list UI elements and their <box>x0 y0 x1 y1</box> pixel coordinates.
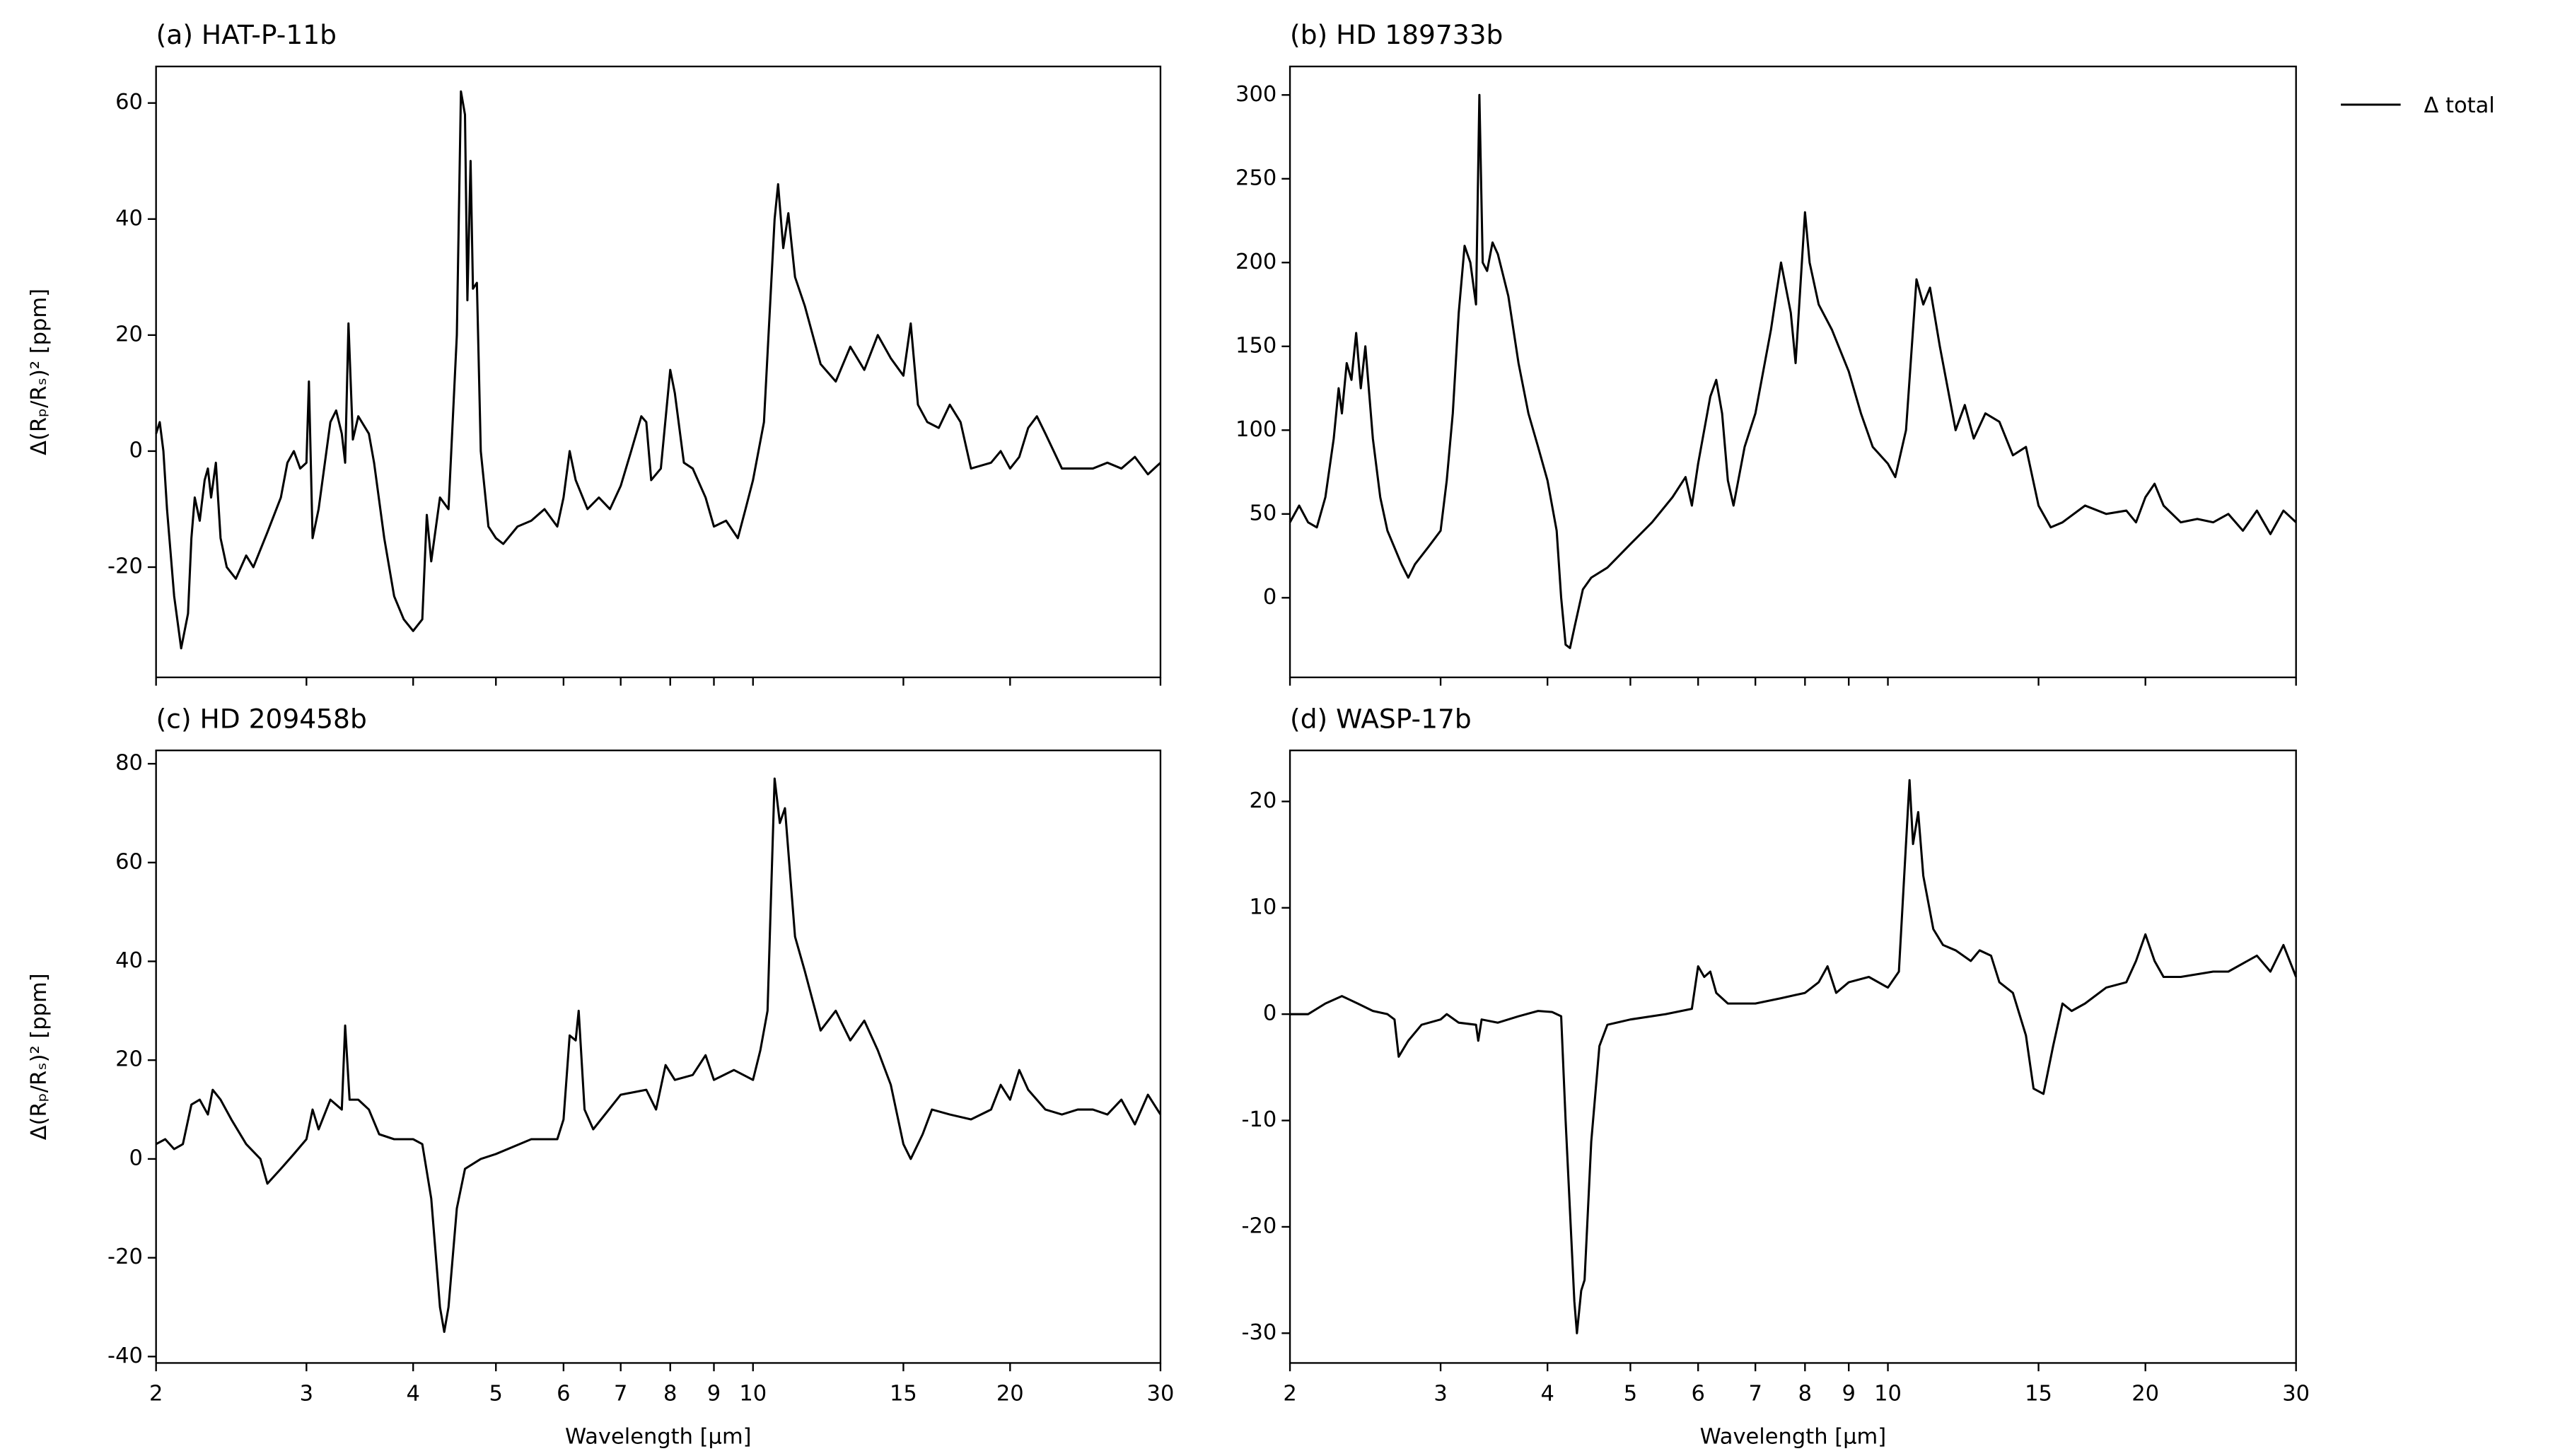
x-tick-label: 7 <box>1748 1382 1762 1407</box>
subplot-title: (b) HD 189733b <box>1290 19 1503 50</box>
x-tick-label: 5 <box>1624 1382 1637 1407</box>
x-tick-label: 4 <box>407 1382 420 1407</box>
y-tick-label: -40 <box>107 1344 143 1368</box>
y-tick-label: 150 <box>1235 333 1276 358</box>
y-tick-label: 40 <box>115 948 143 973</box>
x-tick-label: 20 <box>996 1382 1024 1407</box>
y-tick-label: 20 <box>115 322 143 346</box>
x-tick-label: 6 <box>557 1382 570 1407</box>
data-line <box>1289 93 2297 649</box>
x-tick-label: 7 <box>614 1382 627 1407</box>
y-tick-label: 10 <box>1249 895 1276 919</box>
x-tick-label: 9 <box>707 1382 721 1407</box>
y-tick-label: 300 <box>1235 82 1276 107</box>
x-axis-label: Wavelength [μm] <box>565 1425 752 1450</box>
x-axis-label: Wavelength [μm] <box>1700 1425 1887 1450</box>
data-line <box>155 777 1162 1333</box>
y-axis-label: Δ(Rₚ/Rₛ)² [ppm] <box>27 289 52 455</box>
x-tick-label: 9 <box>1842 1382 1856 1407</box>
subplot-title: (d) WASP-17b <box>1290 703 1472 734</box>
y-tick-label: 0 <box>129 438 142 462</box>
subplot: (d) WASP-17b -30 -20 -10 0 10 20 2 3 4 5 6 7 8 9 10 15 20… <box>1241 703 2310 1449</box>
axes-frame <box>155 65 1162 679</box>
x-tick-label: 4 <box>1540 1382 1554 1407</box>
y-tick-label: 0 <box>129 1146 142 1170</box>
subplot-title: (a) HAT-P-11b <box>156 19 337 50</box>
y-tick-label: 250 <box>1235 165 1276 190</box>
y-tick-label: 20 <box>1249 788 1276 813</box>
x-tick-label: 20 <box>2131 1382 2159 1407</box>
y-axis-label: Δ(Rₚ/Rₛ)² [ppm] <box>27 973 52 1140</box>
x-tick-label: 3 <box>1433 1382 1447 1407</box>
y-tick-label: -10 <box>1241 1107 1276 1132</box>
axes-frame <box>155 750 1162 1364</box>
y-tick-label: 60 <box>115 849 143 874</box>
y-tick-label: 80 <box>115 751 143 776</box>
axes-frame <box>1289 750 2297 1364</box>
x-tick-label: 8 <box>1798 1382 1812 1407</box>
x-tick-label: 8 <box>663 1382 677 1407</box>
legend-label: Δ total <box>2424 93 2494 118</box>
x-tick-label: 10 <box>1874 1382 1902 1407</box>
x-tick-label: 15 <box>890 1382 917 1407</box>
subplot: (c) HD 209458b -40 -20 0 20 40 60 80 2 3 4 5 6 7 8 9 10 1… <box>27 703 1175 1449</box>
y-tick-label: 0 <box>1263 1001 1276 1026</box>
data-line <box>155 90 1161 650</box>
y-tick-label: 20 <box>115 1047 143 1072</box>
y-tick-label: -20 <box>107 1245 143 1269</box>
x-tick-label: 6 <box>1691 1382 1704 1407</box>
y-tick-label: -30 <box>1241 1320 1276 1345</box>
y-tick-label: 100 <box>1235 417 1276 442</box>
y-tick-label: 60 <box>115 90 143 115</box>
y-tick-label: 200 <box>1235 250 1276 274</box>
x-tick-label: 15 <box>2025 1382 2052 1407</box>
x-tick-label: 3 <box>300 1382 313 1407</box>
x-tick-label: 2 <box>1283 1382 1296 1407</box>
x-tick-label: 10 <box>739 1382 767 1407</box>
x-tick-label: 30 <box>2282 1382 2310 1407</box>
y-tick-label: -20 <box>1241 1213 1276 1238</box>
y-tick-label: 50 <box>1249 501 1276 525</box>
subplot: (b) HD 189733b 0 50 100 150 200 250 300 Δ total <box>1235 19 2495 686</box>
data-line <box>1290 779 2298 1334</box>
y-tick-label: -20 <box>107 554 143 579</box>
y-tick-label: 0 <box>1263 585 1276 610</box>
subplot-title: (c) HD 209458b <box>156 703 367 734</box>
axes-frame <box>1289 65 2297 679</box>
y-tick-label: 40 <box>115 206 143 231</box>
x-tick-label: 2 <box>149 1382 163 1407</box>
x-tick-label: 5 <box>489 1382 503 1407</box>
subplot: (a) HAT-P-11b -20 0 20 40 60 Δ(Rₚ/Rₛ)² [ppm] <box>27 19 1162 686</box>
x-tick-label: 30 <box>1147 1382 1175 1407</box>
